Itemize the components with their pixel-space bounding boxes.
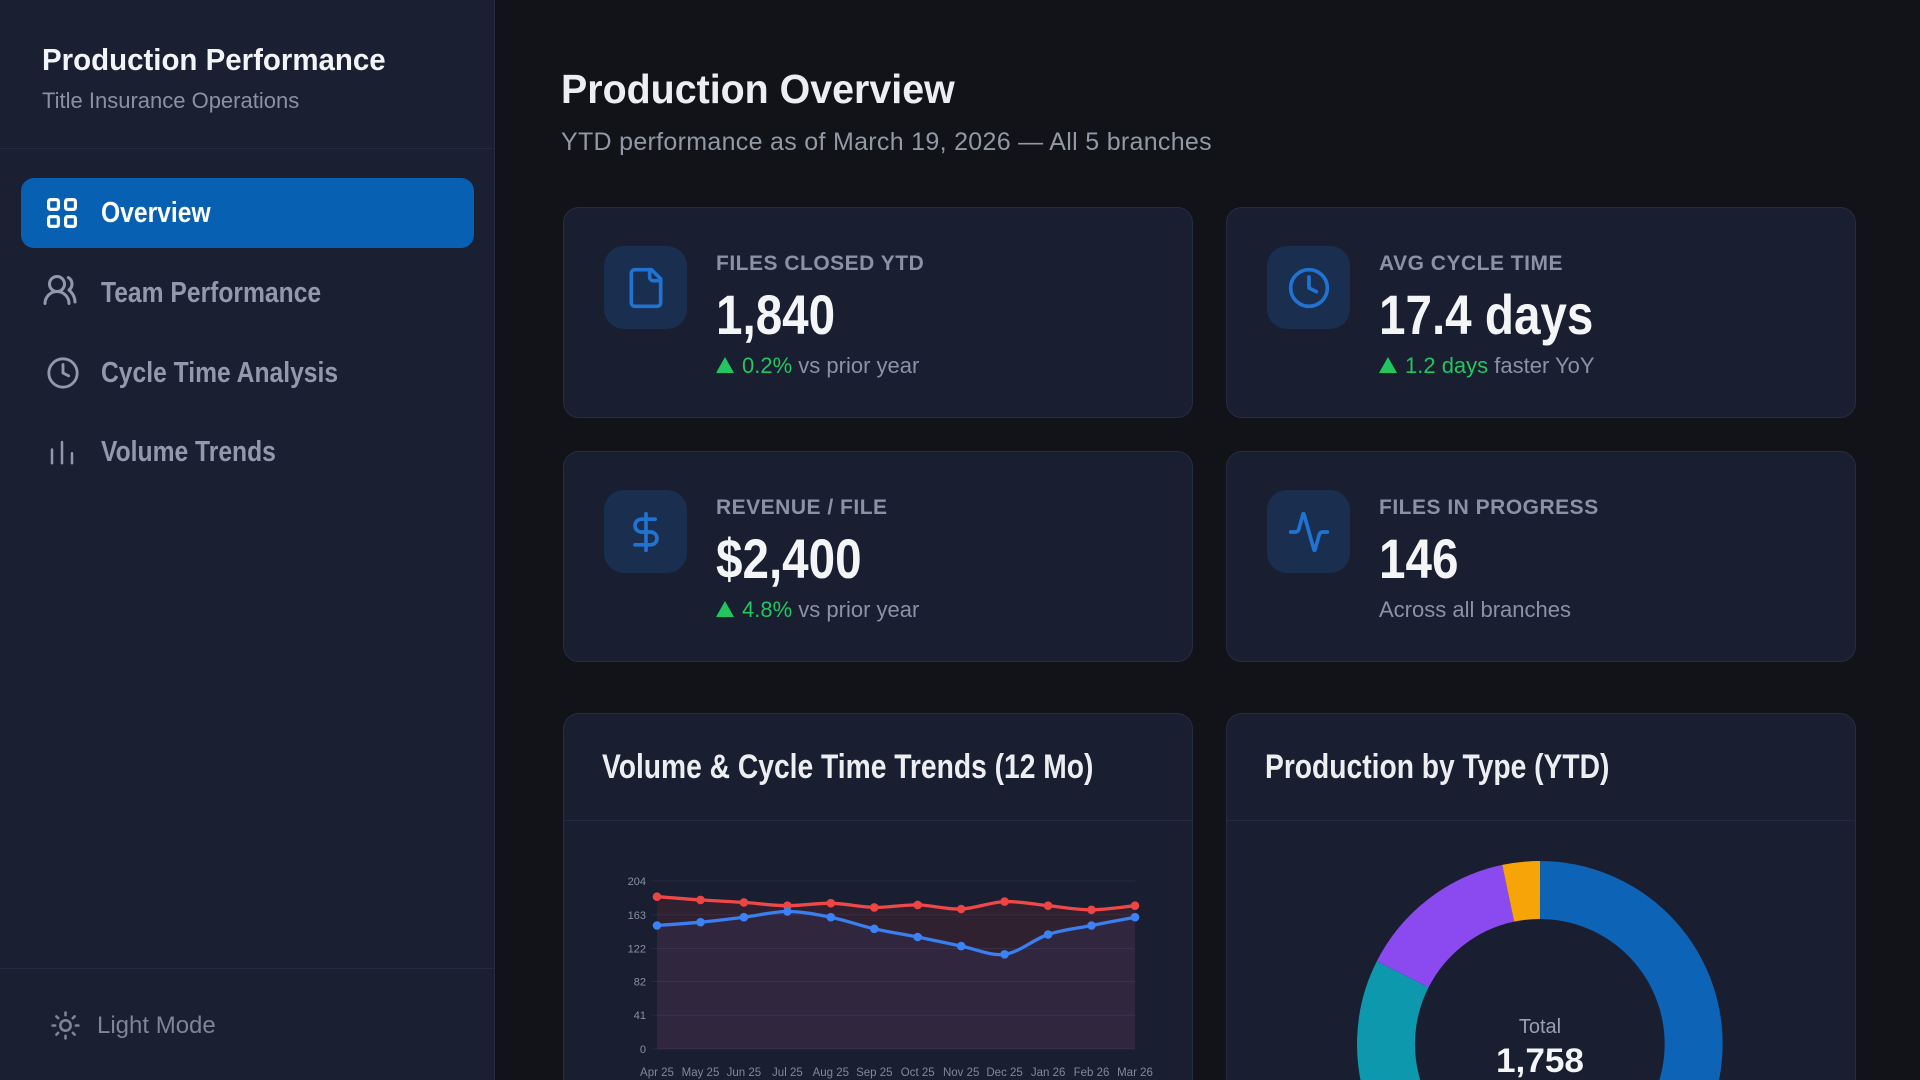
svg-text:Jan 26: Jan 26: [1031, 1067, 1066, 1079]
svg-text:Jun 25: Jun 25: [727, 1067, 762, 1079]
svg-text:82: 82: [634, 977, 646, 989]
svg-text:Jul 25: Jul 25: [772, 1067, 803, 1079]
svg-text:Apr 25: Apr 25: [640, 1067, 674, 1079]
svg-text:163: 163: [628, 910, 646, 922]
svg-text:Sep 25: Sep 25: [856, 1067, 892, 1079]
svg-text:May 25: May 25: [682, 1067, 720, 1079]
svg-text:Mar 26: Mar 26: [1117, 1067, 1153, 1079]
svg-text:Nov 25: Nov 25: [943, 1067, 979, 1079]
svg-text:Total: Total: [1519, 1016, 1561, 1038]
svg-text:Aug 25: Aug 25: [813, 1067, 849, 1079]
svg-text:Dec 25: Dec 25: [986, 1067, 1022, 1079]
svg-text:41: 41: [634, 1010, 646, 1022]
svg-text:Oct 25: Oct 25: [901, 1067, 935, 1079]
svg-text:0: 0: [640, 1044, 646, 1056]
svg-text:Feb 26: Feb 26: [1074, 1067, 1110, 1079]
svg-text:1,758: 1,758: [1496, 1042, 1584, 1080]
svg-text:122: 122: [628, 944, 646, 956]
svg-text:204: 204: [628, 876, 646, 888]
